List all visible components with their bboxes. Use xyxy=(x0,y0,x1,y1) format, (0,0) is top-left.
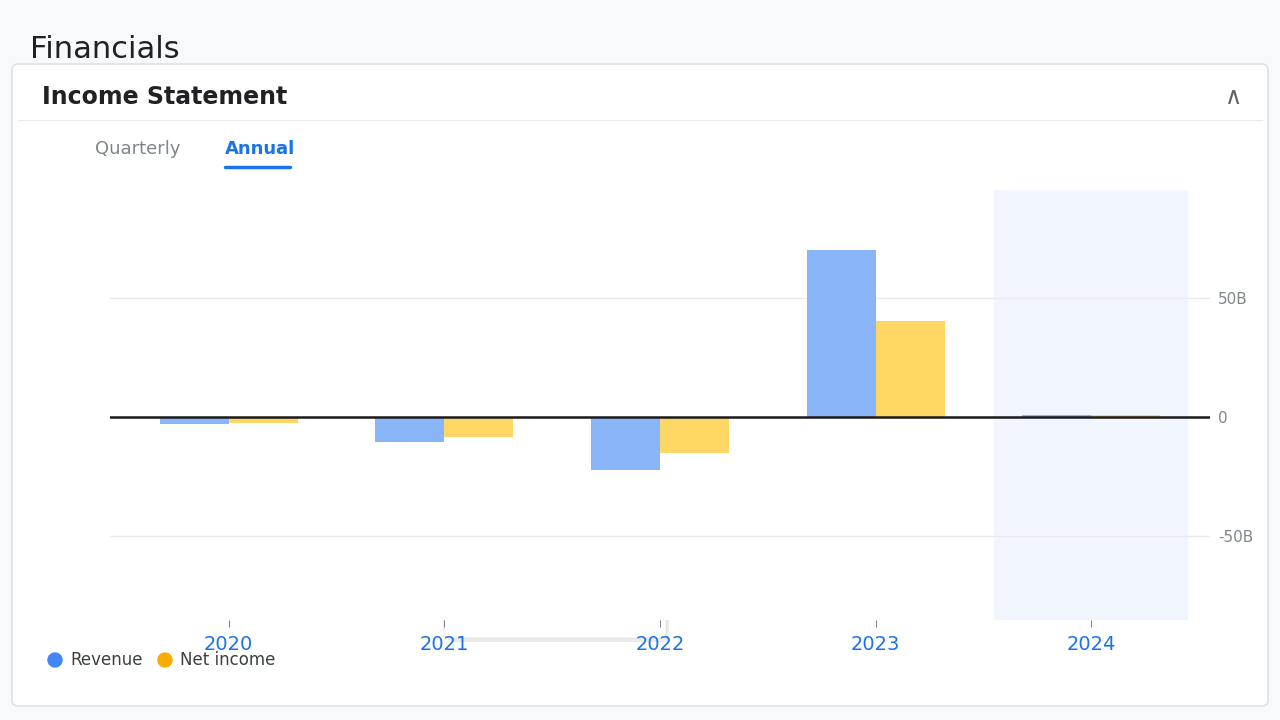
Text: Income Statement: Income Statement xyxy=(42,85,287,109)
Text: Revenue: Revenue xyxy=(486,555,558,573)
Bar xyxy=(876,321,945,417)
Text: -15.20B: -15.20B xyxy=(590,601,655,619)
Bar xyxy=(229,417,298,423)
Bar xyxy=(1023,415,1092,417)
Circle shape xyxy=(465,603,479,617)
Text: ∧: ∧ xyxy=(1225,85,1242,109)
Text: Net Income: Net Income xyxy=(486,601,581,619)
FancyBboxPatch shape xyxy=(447,540,669,642)
Text: Quarterly: Quarterly xyxy=(95,140,180,158)
Circle shape xyxy=(49,653,61,667)
Text: Revenue: Revenue xyxy=(70,651,142,669)
Bar xyxy=(660,417,730,454)
Text: Net income: Net income xyxy=(180,651,275,669)
Bar xyxy=(160,417,229,424)
Bar xyxy=(591,417,660,469)
Bar xyxy=(806,250,876,417)
Text: Financials: Financials xyxy=(29,35,179,64)
Circle shape xyxy=(465,557,479,571)
Bar xyxy=(444,417,513,437)
Text: -22.04B: -22.04B xyxy=(590,555,655,573)
Circle shape xyxy=(157,653,172,667)
FancyBboxPatch shape xyxy=(444,536,666,638)
Text: Annual: Annual xyxy=(225,140,296,158)
Bar xyxy=(1092,415,1161,417)
FancyBboxPatch shape xyxy=(12,64,1268,706)
Bar xyxy=(375,417,444,442)
Bar xyxy=(995,190,1188,620)
